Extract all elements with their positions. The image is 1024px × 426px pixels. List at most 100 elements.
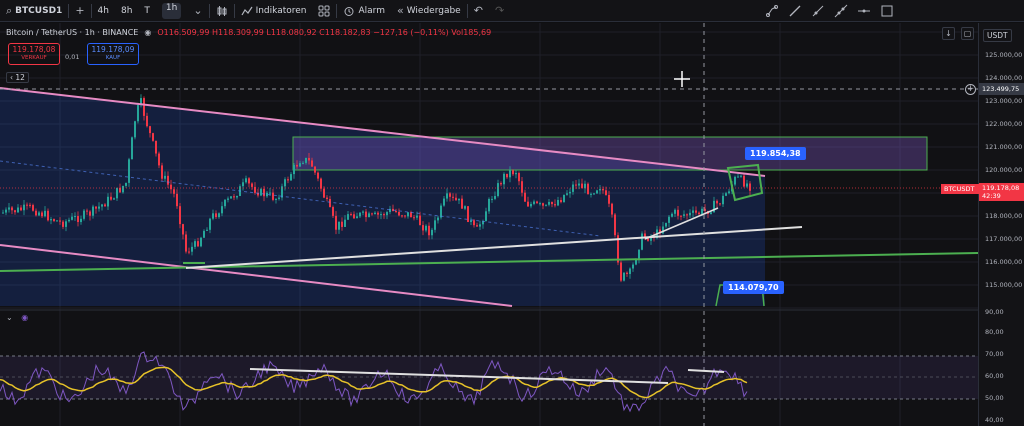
candle-body	[290, 174, 292, 181]
timeframe-1h[interactable]: 1h	[156, 0, 187, 22]
candle-body	[269, 192, 271, 194]
rsi-settings-icon[interactable]: ◉	[21, 313, 29, 322]
channel-lower-line[interactable]	[0, 244, 513, 307]
trendline-tool-icon[interactable]	[788, 4, 802, 18]
channel-upper-line[interactable]	[0, 87, 766, 177]
candle-body	[299, 163, 301, 167]
candle-body	[350, 214, 352, 216]
candle-body	[338, 221, 340, 230]
rsi-trend-line[interactable]	[249, 368, 669, 384]
symbol-price-tag: BTCUSDT	[941, 184, 979, 194]
candle-body	[521, 181, 523, 193]
rsi-trend-line-short[interactable]	[687, 369, 725, 373]
candle-body	[50, 219, 52, 221]
candle-body	[317, 172, 319, 179]
download-icon[interactable]: ↓	[942, 27, 955, 40]
undo-button[interactable]: ↶	[468, 0, 489, 22]
replay-button[interactable]: « Wiedergabe	[391, 0, 467, 22]
rsi-line	[0, 351, 748, 413]
candle-body	[671, 213, 673, 217]
chart-pane[interactable]: Bitcoin / TetherUS · 1h · BINANCE ◉ O116…	[0, 23, 978, 426]
price-tick: 115.000,00	[985, 281, 1023, 289]
candle-body	[113, 198, 115, 200]
trend-line-short[interactable]	[644, 207, 719, 240]
candle-body	[248, 178, 250, 184]
extended-line-tool-icon[interactable]	[834, 4, 848, 18]
alarm-button[interactable]: Alarm	[337, 0, 390, 22]
candle-body	[590, 193, 592, 195]
candle-body	[14, 210, 16, 213]
horizontal-line-tool-icon[interactable]	[857, 4, 871, 18]
candle-body	[482, 221, 484, 225]
eye-icon[interactable]: ◉	[144, 28, 152, 37]
candle-body	[263, 188, 265, 197]
timeframe-8h[interactable]: 8h	[115, 0, 138, 22]
trend-line[interactable]	[185, 226, 803, 269]
compare-symbol-button[interactable]: +	[69, 0, 90, 22]
candle-body	[140, 98, 142, 106]
ray-tool-icon[interactable]	[811, 4, 825, 18]
path-tool-icon[interactable]	[765, 4, 779, 18]
candle-body	[71, 216, 73, 220]
candle-body	[404, 215, 406, 217]
currency-selector[interactable]: USDT	[979, 23, 1024, 47]
lower-price-label[interactable]: 114.079,70	[723, 281, 784, 294]
candle-body	[620, 262, 622, 281]
timeframe-4h[interactable]: 4h	[92, 0, 115, 22]
candle-body	[101, 204, 103, 207]
candle-body	[602, 189, 604, 191]
candle-body	[359, 212, 361, 217]
candle-body	[479, 224, 481, 227]
divider	[90, 3, 92, 18]
add-alert-plus-icon[interactable]: +	[965, 84, 976, 95]
candle-body	[713, 200, 715, 213]
indicator-count-toggle[interactable]: ‹ 12	[6, 72, 29, 83]
chart-type-button[interactable]	[210, 0, 234, 22]
timeframe-dropdown[interactable]: ⌄	[187, 0, 208, 22]
candle-body	[626, 272, 628, 274]
candle-body	[632, 264, 634, 269]
candle-body	[173, 189, 175, 194]
price-tick: 117.000,00	[985, 235, 1023, 243]
sell-button[interactable]: 119.178,08 VERKAUF	[8, 43, 60, 65]
candle-body	[659, 229, 661, 234]
support-line[interactable]	[0, 252, 978, 272]
candle-body	[542, 203, 544, 206]
rectangle-tool-icon[interactable]	[880, 4, 894, 18]
candle-body	[182, 224, 184, 235]
candle-body	[557, 200, 559, 206]
timeframe-t[interactable]: T	[138, 0, 156, 22]
candle-body	[599, 189, 601, 191]
buy-button[interactable]: 119.178,09 KAUF	[87, 43, 139, 65]
dotted-mid-line	[0, 160, 601, 237]
fullscreen-icon[interactable]: ▢	[961, 27, 974, 40]
rsi-ma-line	[0, 366, 748, 399]
candle-body	[635, 259, 637, 265]
rsi-tick: 80,00	[985, 328, 1004, 336]
symbol-label: BTCUSD1	[15, 5, 63, 16]
upper-price-label[interactable]: 119.854,38	[745, 147, 806, 160]
chart-legend: Bitcoin / TetherUS · 1h · BINANCE ◉ O116…	[6, 28, 491, 37]
symbol-search[interactable]: ⌕ BTCUSD1	[0, 0, 68, 22]
highlight-box[interactable]	[726, 163, 764, 202]
candle-body	[617, 235, 619, 263]
candle-body	[152, 133, 154, 141]
candle-body	[533, 201, 535, 204]
price-tick: 118.000,00	[985, 212, 1023, 220]
candle-body	[548, 201, 550, 205]
indicators-button[interactable]: Indikatoren	[235, 0, 313, 22]
candle-body	[119, 187, 121, 193]
candle-body	[20, 207, 22, 211]
price-scale[interactable]: USDT 125.000,00 124.000,00 123.000,00 122.0…	[941, 23, 1024, 426]
chevron-down-icon[interactable]: ⌄	[6, 313, 13, 322]
range-box[interactable]	[292, 136, 928, 171]
spread-value: 0,01	[65, 53, 80, 61]
price-chart[interactable]	[0, 23, 978, 426]
candle-body	[488, 198, 490, 212]
candle-body	[497, 183, 499, 197]
redo-button[interactable]: ↷	[489, 0, 510, 22]
candle-body	[611, 203, 613, 215]
layout-button[interactable]	[312, 0, 336, 22]
rsi-tick: 40,00	[985, 416, 1004, 424]
candle-body	[614, 214, 616, 236]
